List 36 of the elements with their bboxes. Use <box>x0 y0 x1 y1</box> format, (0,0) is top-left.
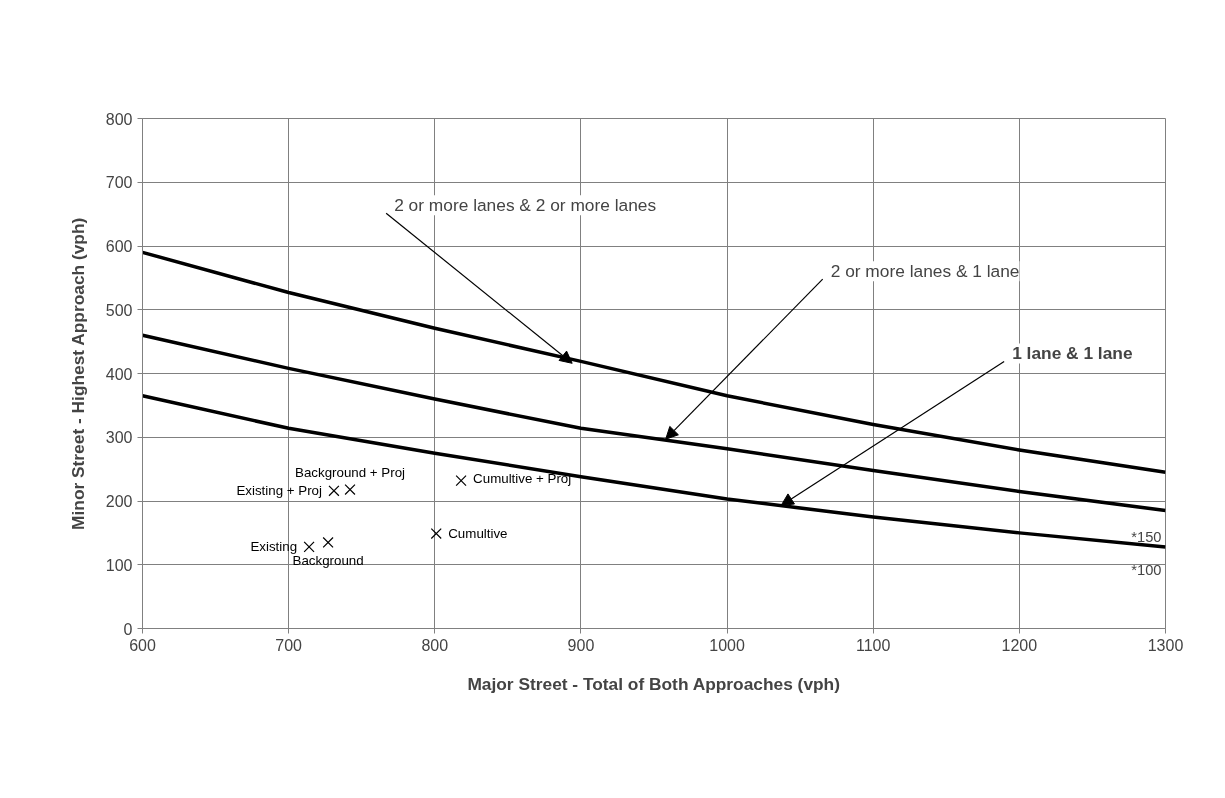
point <box>344 483 356 496</box>
x-tick-label: 800 <box>421 636 449 654</box>
x-tick-label: 600 <box>129 636 156 654</box>
x-tick-label: 1300 <box>1147 636 1184 654</box>
y-tick-label: 600 <box>105 238 133 255</box>
x-axis-title: Major Street - Total of Both Approaches (vph) <box>467 673 840 694</box>
annotation: *150 <box>1131 528 1162 545</box>
point <box>455 475 467 487</box>
point <box>322 536 334 548</box>
annotation: *100 <box>1131 561 1162 578</box>
point <box>303 541 315 553</box>
series-label: Cumultive <box>448 526 508 542</box>
y-tick-label: 0 <box>123 620 133 638</box>
y-tick-label: 500 <box>105 301 133 319</box>
x-tick-label: 700 <box>275 636 303 654</box>
x-tick-label: 1100 <box>856 636 891 654</box>
annotation: 1 lane & 1 lane <box>1012 343 1133 364</box>
y-tick-label: 700 <box>105 174 133 192</box>
y-tick-label: 400 <box>105 365 133 383</box>
y-axis-title: Minor Street - Highest Approach (vph) <box>67 217 88 530</box>
series-label: Background + Proj <box>295 465 406 481</box>
x-tick-label: 1200 <box>1001 636 1038 654</box>
line-series <box>142 333 1166 513</box>
y-tick-label: 100 <box>105 556 133 574</box>
annotation: 2 or more lanes & 1 lane <box>830 261 1020 282</box>
x-tick-label: 900 <box>567 636 595 654</box>
x-tick-label: 1000 <box>709 636 745 654</box>
series-label: Existing + Proj <box>236 483 322 499</box>
annotation: 2 or more lanes & 2 or more lanes <box>394 195 657 216</box>
y-tick-label: 300 <box>105 429 133 447</box>
y-tick-label: 800 <box>105 110 133 128</box>
point <box>430 527 442 540</box>
y-tick-label: 200 <box>105 493 133 510</box>
series-label: Cumultive + Proj <box>473 471 572 487</box>
series-label: Existing <box>250 539 298 555</box>
point <box>328 485 340 497</box>
